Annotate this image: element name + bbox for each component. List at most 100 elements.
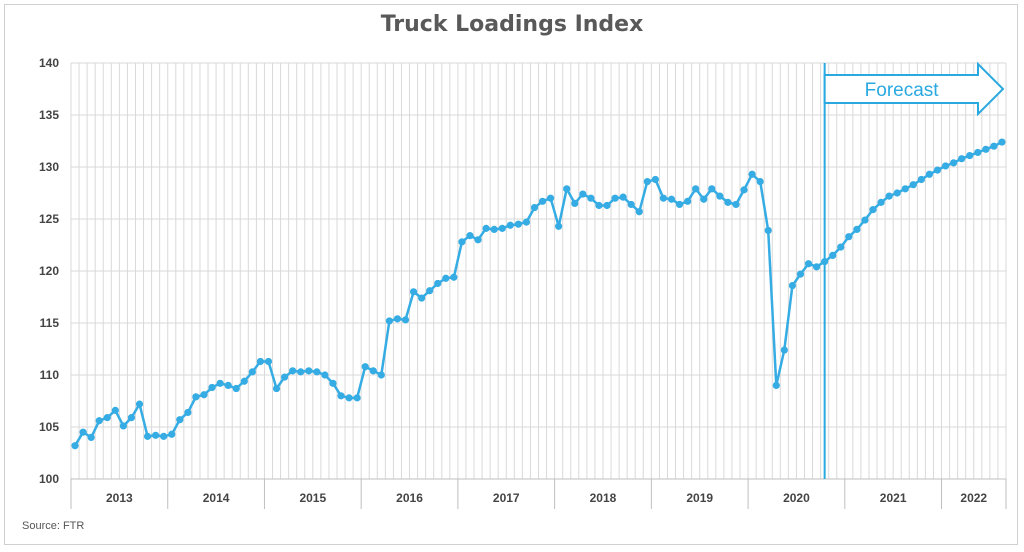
data-point <box>152 431 160 439</box>
data-point <box>184 408 192 417</box>
chart-title: Truck Loadings Index <box>380 12 644 37</box>
x-tick-label: 2015 <box>299 491 326 505</box>
forecast-arrow-icon <box>823 61 1005 117</box>
data-point <box>305 367 313 375</box>
data-point <box>466 232 474 240</box>
data-point <box>821 258 829 266</box>
data-point <box>474 236 482 244</box>
data-point <box>853 225 861 233</box>
data-point <box>684 197 692 205</box>
data-point <box>522 218 531 226</box>
data-point <box>240 377 248 385</box>
data-point <box>434 279 442 288</box>
data-point <box>450 273 458 281</box>
data-point <box>426 287 434 295</box>
x-tick-label: 2018 <box>590 491 617 505</box>
data-point <box>861 216 869 224</box>
data-point <box>377 371 385 379</box>
data-point <box>555 222 563 230</box>
axes: 100 105 110 115 120 125 130 135 140 2013 2014 2015 2… <box>39 56 1007 509</box>
data-point <box>111 406 119 414</box>
source-note: Source: FTR <box>22 520 85 532</box>
data-point <box>143 432 152 440</box>
data-point <box>103 414 111 422</box>
data-point <box>845 233 853 241</box>
data-point <box>982 145 990 153</box>
data-point <box>498 224 506 232</box>
data-point <box>160 432 168 440</box>
y-tick-label: 130 <box>39 160 59 174</box>
data-point <box>950 159 958 167</box>
data-point <box>337 392 345 400</box>
y-tick-label: 120 <box>39 264 59 278</box>
data-point <box>490 225 498 233</box>
data-point <box>708 185 716 193</box>
x-tick-label: 2021 <box>880 491 907 505</box>
data-point <box>280 373 289 381</box>
data-point <box>224 381 232 389</box>
data-point <box>208 383 216 392</box>
data-point <box>837 243 845 251</box>
data-point <box>385 317 393 325</box>
y-tick-label: 125 <box>39 212 59 226</box>
y-tick-label: 105 <box>39 420 59 434</box>
series <box>71 138 1006 450</box>
data-point <box>966 151 974 160</box>
grid <box>70 62 1007 480</box>
data-point <box>780 346 788 354</box>
data-point <box>95 417 103 425</box>
data-point <box>232 384 240 393</box>
data-point <box>869 206 877 214</box>
y-tick-label: 140 <box>39 56 59 70</box>
data-point <box>958 155 966 163</box>
data-point <box>893 189 901 197</box>
data-point <box>297 368 305 376</box>
data-point <box>353 394 361 402</box>
data-point <box>748 170 756 178</box>
data-point <box>345 394 353 402</box>
x-tick-label: 2014 <box>203 491 230 505</box>
data-point <box>579 190 587 198</box>
data-point <box>272 384 281 393</box>
forecast-annotation: Forecast <box>823 61 1005 479</box>
data-point <box>127 414 136 422</box>
data-point <box>538 197 547 205</box>
data-point <box>168 430 176 438</box>
data-point <box>361 363 369 371</box>
data-point <box>611 194 619 202</box>
data-point <box>587 194 595 202</box>
data-point <box>482 224 490 232</box>
y-tick-label: 110 <box>40 368 60 382</box>
x-tick-label: 2017 <box>493 491 520 505</box>
forecast-label: Forecast <box>865 80 940 101</box>
data-point <box>990 142 998 150</box>
data-point <box>619 193 627 201</box>
y-tick-label: 135 <box>39 108 59 122</box>
data-point <box>458 238 466 246</box>
x-tick-label: 2020 <box>783 491 810 505</box>
data-point <box>200 391 208 399</box>
data-point <box>804 260 813 268</box>
data-point <box>418 294 426 302</box>
data-point <box>79 428 87 436</box>
data-point <box>651 175 659 184</box>
data-point <box>764 226 772 235</box>
data-point <box>659 194 668 202</box>
data-point <box>289 367 297 375</box>
x-tick-label: 2016 <box>396 491 423 505</box>
data-point <box>829 251 837 259</box>
data-point <box>595 201 603 210</box>
data-point <box>442 274 450 282</box>
data-point <box>321 371 329 379</box>
data-point <box>248 368 256 376</box>
data-point <box>700 195 708 203</box>
data-point <box>119 422 127 430</box>
data-point <box>401 316 410 324</box>
data-point <box>563 185 571 193</box>
data-point <box>877 198 885 206</box>
data-point <box>176 416 184 424</box>
data-point <box>409 288 418 296</box>
data-point <box>925 170 934 178</box>
data-point <box>329 379 337 387</box>
data-point <box>643 177 651 186</box>
